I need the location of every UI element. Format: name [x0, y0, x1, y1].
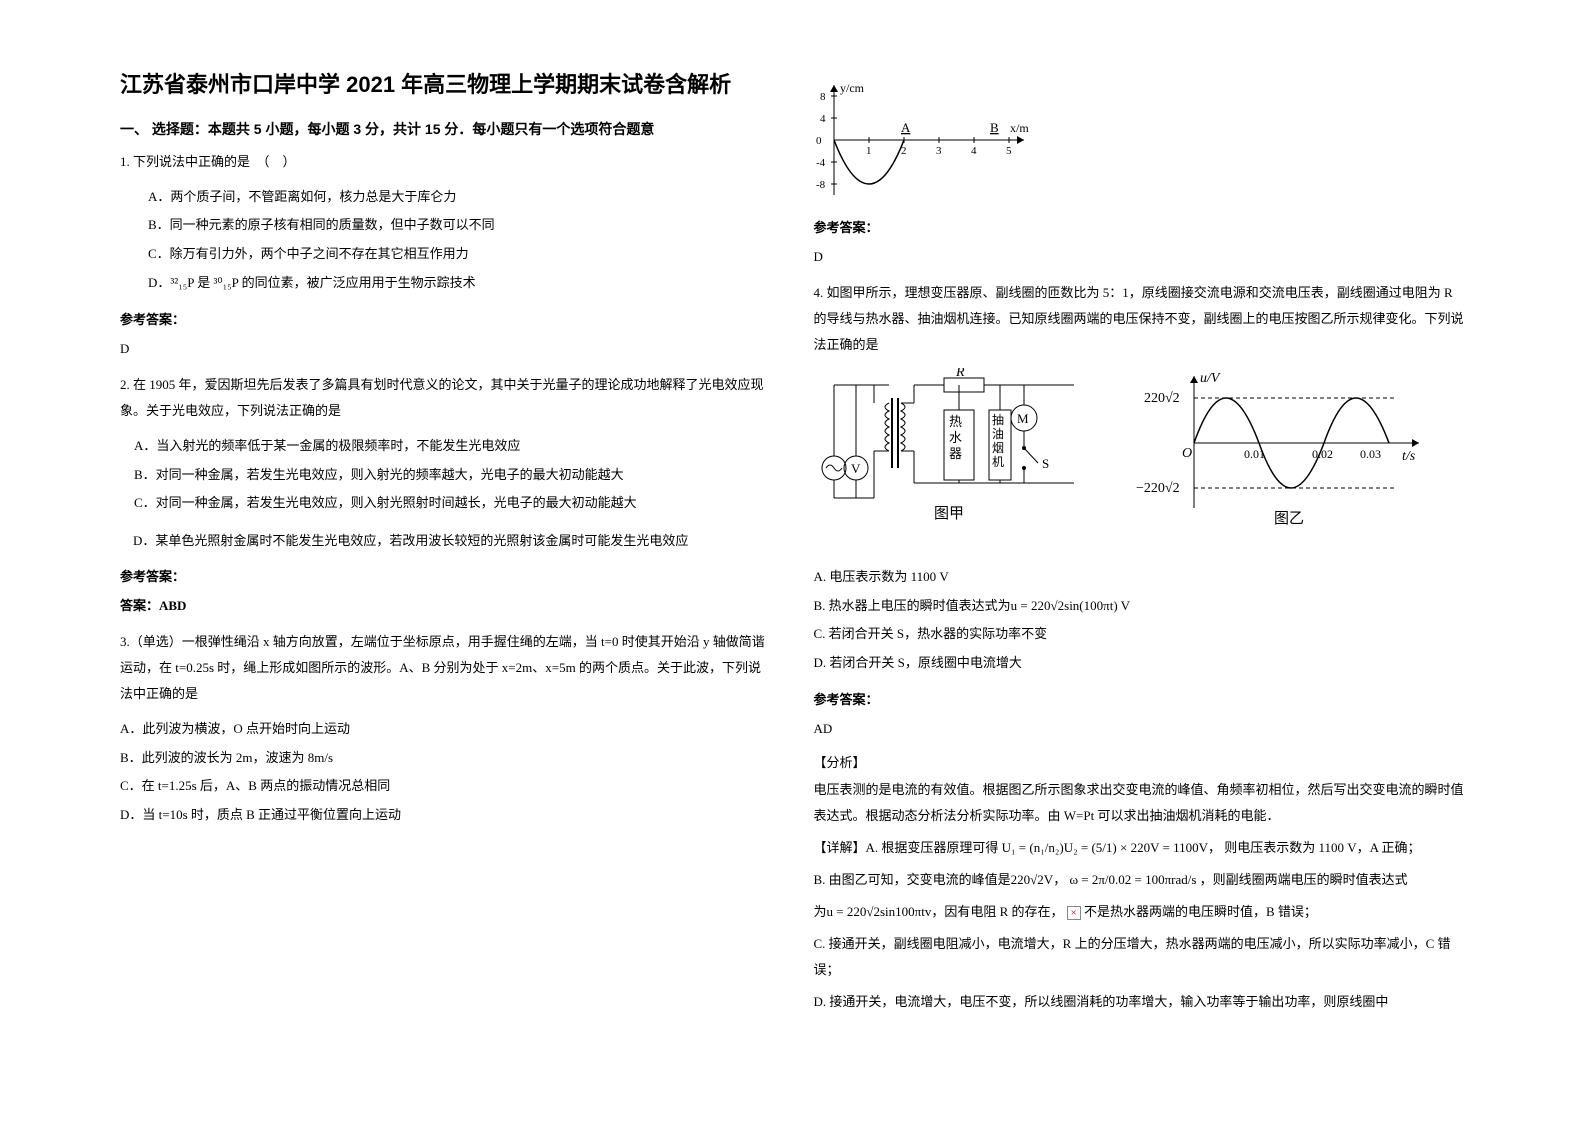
q4-detail-b: B. 由图乙可知，交变电流的峰值是220√2V， ω = 2π/0.02 = 1… — [814, 867, 1468, 893]
q3-ans-label: 参考答案： — [814, 217, 1468, 236]
svg-text:O: O — [1182, 446, 1192, 461]
svg-text:0.02: 0.02 — [1312, 447, 1333, 461]
svg-text:3: 3 — [936, 145, 942, 157]
section-1-head: 一、 选择题：本题共 5 小题，每小题 3 分，共计 15 分．每小题只有一个选… — [120, 119, 774, 139]
q1-option-d: D．³²₁₅P 是 ³⁰₁₅P 的同位素，被广泛应用用于生物示踪技术 — [148, 269, 774, 298]
q2-option-c: C．对同一种金属，若发生光电效应，则入射光照射时间越长，光电子的最大初动能越大 — [134, 489, 774, 518]
svg-text:器: 器 — [949, 446, 962, 461]
transformer-svg: R V — [814, 368, 1434, 548]
q3-option-b: B．此列波的波长为 2m，波速为 8m/s — [120, 744, 774, 773]
svg-text:烟: 烟 — [992, 441, 1004, 455]
svg-text:A: A — [901, 120, 911, 135]
q4-ans-label: 参考答案： — [814, 689, 1468, 708]
svg-text:x/m: x/m — [1010, 121, 1029, 135]
q1-ans: D — [120, 336, 774, 362]
q1-option-c: C．除万有引力外，两个中子之间不存在其它相互作用力 — [148, 240, 774, 269]
q2-option-a: A．当入射光的频率低于某一金属的极限频率时，不能发生光电效应 — [134, 432, 774, 461]
svg-text:油: 油 — [992, 427, 1004, 441]
svg-text:y/cm: y/cm — [840, 81, 865, 95]
svg-text:0.01: 0.01 — [1244, 447, 1265, 461]
q4-option-b: B. 热水器上电压的瞬时值表达式为u = 220√2sin(100πt) V — [814, 592, 1468, 621]
broken-image-icon: × — [1067, 906, 1081, 920]
svg-text:机: 机 — [992, 455, 1004, 469]
svg-text:8: 8 — [820, 91, 826, 103]
q4-detail-b3-text: 不是热水器两端的电压瞬时值，B 错误； — [1084, 904, 1317, 919]
doc-title: 江苏省泰州市口岸中学 2021 年高三物理上学期期末试卷含解析 — [120, 70, 774, 101]
q4-figure: R V — [814, 368, 1468, 553]
q2-option-d: D．某单色光照射金属时不能发生光电效应，若改用波长较短的光照射该金属时可能发生光… — [120, 528, 774, 554]
svg-text:V: V — [851, 461, 861, 476]
q4-option-d: D. 若闭合开关 S，原线圈中电流增大 — [814, 649, 1468, 678]
q3-ans: D — [814, 244, 1468, 270]
svg-text:水: 水 — [949, 430, 962, 445]
q3-option-d: D．当 t=10s 时，质点 B 正通过平衡位置向上运动 — [120, 801, 774, 830]
svg-text:0: 0 — [816, 135, 822, 147]
q3-stem: 3.（单选）一根弹性绳沿 x 轴方向放置，左端位于坐标原点，用手握住绳的左端，当… — [120, 629, 774, 707]
right-column: 4 8 -4 -8 0 1 2 3 4 5 A B x/m y/cm 参考答案：… — [794, 70, 1488, 1052]
q4-detail-d: D. 接通开关，电流增大，电压不变，所以线圈消耗的功率增大，输入功率等于输出功率… — [814, 989, 1468, 1015]
svg-text:5: 5 — [1006, 145, 1012, 157]
svg-text:−220√2: −220√2 — [1136, 481, 1180, 496]
q4-option-c: C. 若闭合开关 S，热水器的实际功率不变 — [814, 620, 1468, 649]
q2-ans-label: 参考答案： — [120, 566, 774, 585]
svg-text:图乙: 图乙 — [1274, 510, 1304, 527]
q4-detail-a: 【详解】A. 根据变压器原理可得 U₁ = (n₁/n₂)U₂ = (5/1) … — [814, 835, 1468, 861]
q3-wave-figure: 4 8 -4 -8 0 1 2 3 4 5 A B x/m y/cm — [814, 80, 1468, 205]
q4-option-a: A. 电压表示数为 1100 V — [814, 563, 1468, 592]
svg-text:热: 热 — [949, 414, 962, 429]
q3-option-a: A．此列波为横波，O 点开始时向上运动 — [120, 715, 774, 744]
q3-option-c: C．在 t=1.25s 后，A、B 两点的振动情况总相同 — [120, 772, 774, 801]
q4-detail-b2: 为u = 220√2sin100πtv，因有电阻 R 的存在， × 不是热水器两… — [814, 899, 1468, 925]
svg-text:抽: 抽 — [992, 413, 1004, 427]
svg-text:图甲: 图甲 — [934, 505, 964, 522]
svg-text:220√2: 220√2 — [1144, 391, 1180, 406]
svg-text:u/V: u/V — [1200, 371, 1221, 386]
q4-detail-b2-text: 为u = 220√2sin100πtv，因有电阻 R 的存在， — [814, 904, 1064, 919]
q1-option-b: B．同一种元素的原子核有相同的质量数，但中子数可以不同 — [148, 211, 774, 240]
wave-chart-svg: 4 8 -4 -8 0 1 2 3 4 5 A B x/m y/cm — [814, 80, 1034, 200]
svg-text:4: 4 — [971, 145, 977, 157]
svg-text:1: 1 — [866, 145, 872, 157]
left-column: 江苏省泰州市口岸中学 2021 年高三物理上学期期末试卷含解析 一、 选择题：本… — [100, 70, 794, 1052]
q1-ans-label: 参考答案： — [120, 309, 774, 328]
svg-text:-8: -8 — [816, 179, 826, 191]
svg-text:R: R — [955, 368, 965, 380]
svg-text:t/s: t/s — [1402, 449, 1416, 464]
q4-detail-c: C. 接通开关，副线圈电阻减小，电流增大，R 上的分压增大，热水器两端的电压减小… — [814, 931, 1468, 983]
svg-text:M: M — [1017, 411, 1029, 426]
q4-analysis-1: 电压表测的是电流的有效值。根据图乙所示图象求出交变电流的峰值、角频率初相位，然后… — [814, 777, 1468, 829]
q1-option-a: A．两个质子间，不管距离如何，核力总是大于库仑力 — [148, 183, 774, 212]
svg-text:S: S — [1042, 456, 1049, 471]
svg-text:4: 4 — [820, 113, 826, 125]
q2-ans: 答案：ABD — [120, 593, 774, 619]
q4-stem: 4. 如图甲所示，理想变压器原、副线圈的匝数比为 5：1，原线圈接交流电源和交流… — [814, 280, 1468, 358]
svg-text:-4: -4 — [816, 157, 826, 169]
q4-ans: AD — [814, 716, 1468, 742]
svg-text:B: B — [990, 120, 999, 135]
svg-text:0.03: 0.03 — [1360, 447, 1381, 461]
q4-analysis-label: 【分析】 — [814, 752, 1468, 771]
q1-stem: 1. 下列说法中正确的是 （ ） — [120, 149, 774, 175]
q2-option-b: B．对同一种金属，若发生光电效应，则入射光的频率越大，光电子的最大初动能越大 — [134, 461, 774, 490]
q2-stem: 2. 在 1905 年，爱因斯坦先后发表了多篇具有划时代意义的论文，其中关于光量… — [120, 372, 774, 424]
